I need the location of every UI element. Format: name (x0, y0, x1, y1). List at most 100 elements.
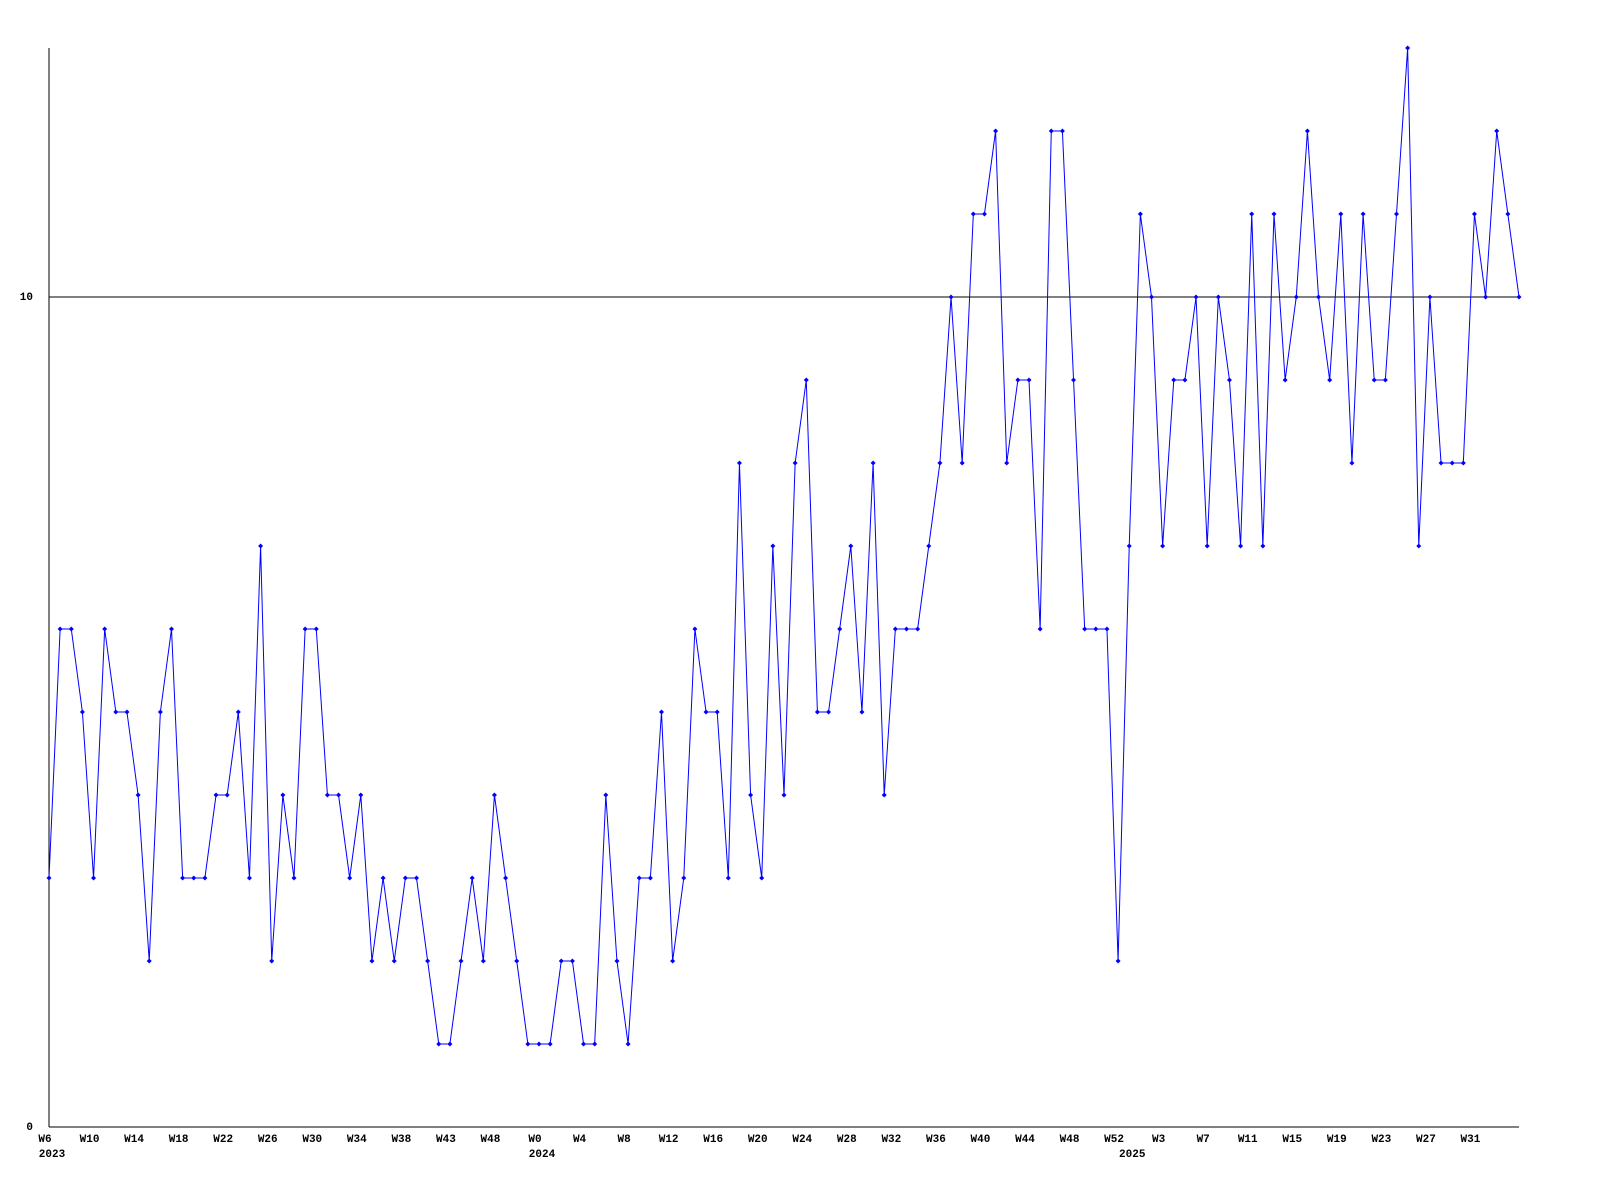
data-point (759, 875, 765, 881)
data-point (324, 792, 330, 798)
y-tick-label: 10 (20, 292, 33, 304)
data-point (157, 709, 163, 715)
data-point (558, 958, 564, 964)
data-point (870, 460, 876, 466)
data-point (592, 1041, 598, 1047)
data-point (970, 211, 976, 217)
data-point (1215, 294, 1221, 300)
data-point (191, 875, 197, 881)
x-tick-label: W43 (436, 1134, 456, 1146)
x-tick-label: W48 (1060, 1134, 1080, 1146)
data-point (369, 958, 375, 964)
data-point (1371, 377, 1377, 383)
data-point (391, 958, 397, 964)
data-point (770, 543, 776, 549)
data-point (1282, 377, 1288, 383)
x-tick-label: W24 (792, 1134, 812, 1146)
data-point (235, 709, 241, 715)
data-point (525, 1041, 531, 1047)
x-tick-label: W11 (1238, 1134, 1258, 1146)
data-point (1427, 294, 1433, 300)
data-point (703, 709, 709, 715)
data-point (625, 1041, 631, 1047)
data-point (904, 626, 909, 632)
data-point (1316, 294, 1322, 300)
x-tick-label: W48 (481, 1134, 501, 1146)
data-point (1037, 626, 1043, 632)
data-point (1059, 128, 1065, 134)
data-point (436, 1041, 442, 1047)
x-tick-label: W26 (258, 1134, 278, 1146)
data-point (1093, 626, 1099, 632)
x-tick-label: W34 (347, 1134, 367, 1146)
data-point (180, 875, 186, 881)
data-point (269, 958, 275, 964)
data-point (1338, 211, 1344, 217)
data-point (1249, 211, 1255, 217)
data-point (447, 1041, 453, 1047)
data-point (202, 875, 208, 881)
x-tick-label: W36 (926, 1134, 946, 1146)
data-point (1115, 958, 1121, 964)
data-point (1071, 377, 1077, 383)
x-tick-label: W7 (1197, 1134, 1210, 1146)
year-label: 2023 (39, 1149, 66, 1161)
data-point (514, 958, 520, 964)
x-tick-label: W40 (971, 1134, 991, 1146)
x-tick-label: W14 (124, 1134, 144, 1146)
data-point (714, 709, 720, 715)
data-point (1438, 460, 1444, 466)
x-tick-label: W8 (617, 1134, 631, 1146)
data-point (536, 1041, 542, 1047)
data-point (258, 543, 264, 549)
data-point (1304, 128, 1310, 134)
data-point (681, 875, 687, 881)
data-point (993, 128, 999, 134)
data-point (113, 709, 119, 715)
data-point (748, 792, 754, 798)
data-point (102, 626, 108, 632)
data-point (915, 626, 921, 632)
data-point (781, 792, 787, 798)
data-point (1449, 460, 1455, 466)
data-point (79, 709, 85, 715)
data-point (981, 211, 987, 217)
data-point (1149, 294, 1154, 300)
data-point (246, 875, 252, 881)
x-tick-label: W12 (659, 1134, 679, 1146)
data-point (291, 875, 297, 881)
data-point (224, 792, 230, 798)
data-point (146, 958, 152, 964)
data-point (1026, 377, 1032, 383)
data-line (48, 47, 1520, 1045)
data-point (948, 294, 954, 300)
data-point (892, 626, 898, 632)
data-point (926, 543, 932, 549)
data-point (1460, 460, 1466, 466)
x-tick-label: W44 (1015, 1134, 1035, 1146)
data-point (1048, 128, 1054, 134)
x-tick-label: W52 (1104, 1134, 1124, 1146)
data-point (1360, 211, 1366, 217)
data-point (1516, 294, 1522, 300)
data-point (859, 709, 865, 715)
data-point (91, 875, 97, 881)
data-point (1260, 543, 1266, 549)
data-point (736, 460, 742, 466)
data-point (313, 626, 319, 632)
data-point (124, 709, 130, 715)
x-tick-label: W15 (1282, 1134, 1302, 1146)
data-point (1394, 211, 1399, 217)
data-point (1505, 211, 1511, 217)
data-point (1238, 543, 1244, 549)
year-label: 2024 (529, 1149, 556, 1161)
data-point (881, 792, 887, 798)
data-point (1349, 460, 1355, 466)
data-point (1126, 543, 1132, 549)
data-point (480, 958, 486, 964)
x-tick-label: W38 (391, 1134, 411, 1146)
data-point (1405, 45, 1411, 51)
data-point (458, 958, 464, 964)
data-point (937, 460, 943, 466)
